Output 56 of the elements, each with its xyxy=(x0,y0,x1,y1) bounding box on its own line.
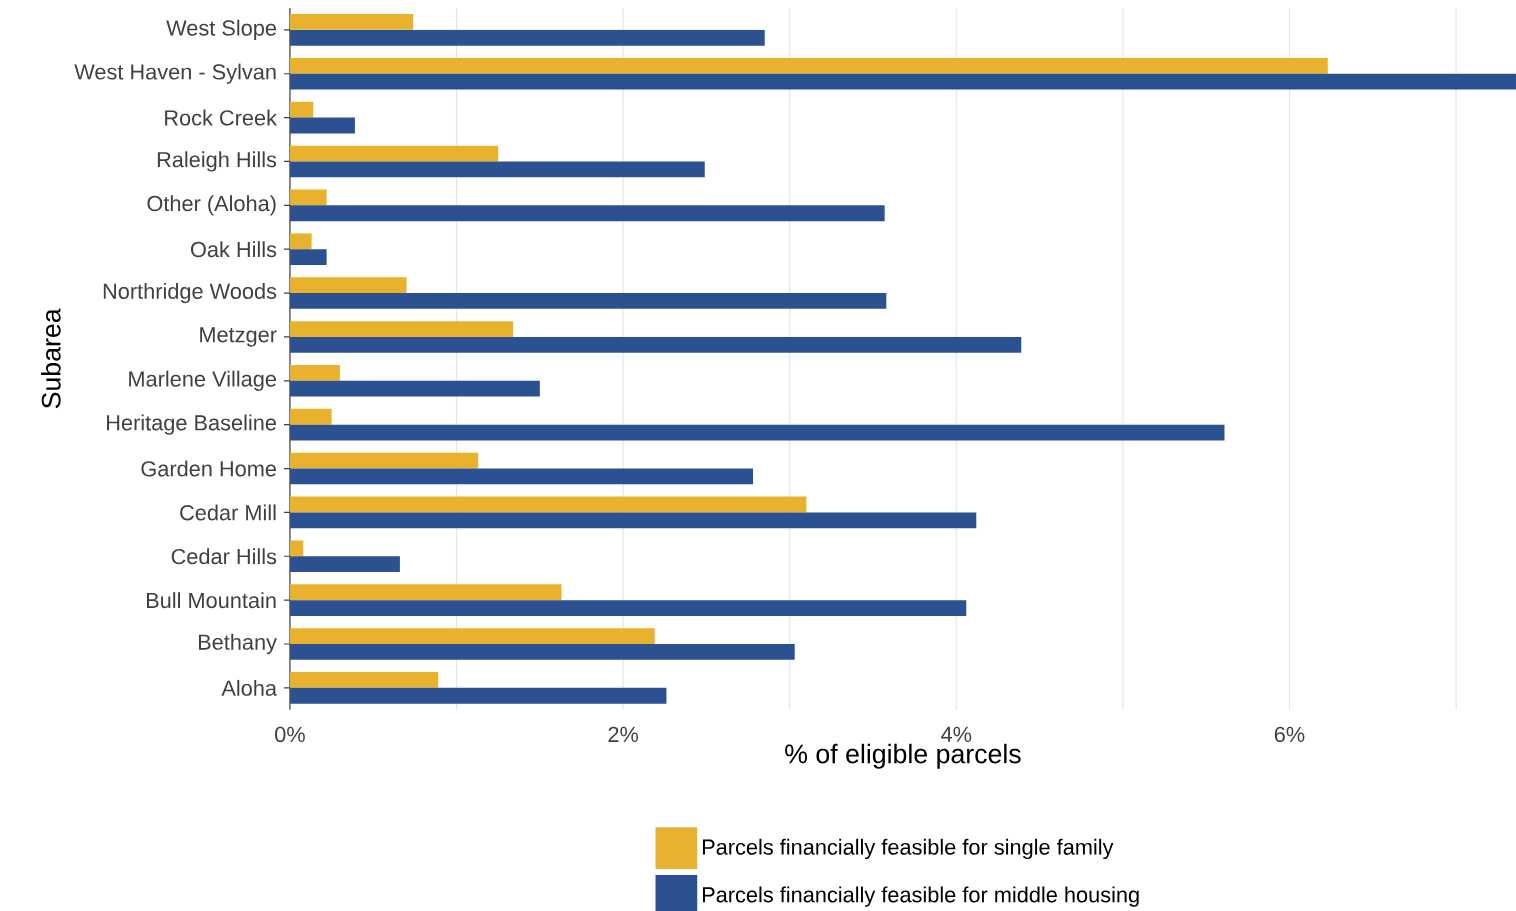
bar xyxy=(289,380,540,397)
bar xyxy=(289,584,562,600)
bar xyxy=(289,292,887,309)
x-tick-label: 6% xyxy=(1274,726,1305,742)
bar xyxy=(289,233,312,250)
bar xyxy=(289,57,1328,74)
bar xyxy=(289,452,479,469)
bar xyxy=(289,628,655,644)
x-tick-label: 4% xyxy=(941,726,972,742)
bar xyxy=(289,687,667,704)
bar xyxy=(289,424,1225,441)
bar xyxy=(289,364,340,381)
y-tick-label: Raleigh Hills xyxy=(157,151,277,172)
y-tick-label: West Slope xyxy=(166,19,277,40)
y-tick-label: Marlene Village xyxy=(129,370,277,391)
bar xyxy=(289,117,355,134)
y-tick-label: Northridge Woods xyxy=(103,282,277,304)
y-tick-label: Other (Aloha) xyxy=(147,195,276,216)
bar xyxy=(289,671,439,688)
bar xyxy=(289,205,885,221)
y-tick-label: Rock Creek xyxy=(165,109,278,126)
bar xyxy=(289,599,967,616)
legend-label: Parcels financially feasible for single family xyxy=(702,838,1114,859)
y-tick-label: Heritage Baseline xyxy=(107,414,276,435)
bar xyxy=(289,468,754,485)
bar xyxy=(289,408,332,425)
bar xyxy=(289,145,499,162)
bar xyxy=(289,101,314,118)
bar xyxy=(289,249,327,265)
y-tick-label: Garden Home xyxy=(141,460,277,477)
bar xyxy=(289,189,327,206)
y-tick-label: Bull Mountain xyxy=(146,592,276,608)
x-tick-label: 0% xyxy=(275,726,305,742)
bar xyxy=(289,320,514,337)
y-tick-label: West Haven - Sylvan xyxy=(74,63,276,84)
bar xyxy=(289,512,977,529)
bar xyxy=(289,13,414,30)
bar xyxy=(289,336,1022,353)
y-tick-label: Cedar Hills xyxy=(171,548,277,565)
bar xyxy=(289,73,1516,90)
y-tick-label: Cedar Mill xyxy=(180,504,276,521)
bar xyxy=(289,277,407,293)
bar xyxy=(289,161,705,178)
legend-label: Parcels financially feasible for middle housing xyxy=(702,886,1139,907)
bar xyxy=(289,556,400,572)
bar xyxy=(289,643,795,660)
bar xyxy=(289,29,765,46)
bar xyxy=(289,540,304,557)
y-tick-label: Metzger xyxy=(200,327,277,347)
y-tick-label: Bethany xyxy=(198,633,277,654)
y-axis-title: Subarea xyxy=(41,308,61,408)
y-tick-label: Aloha xyxy=(221,679,277,696)
y-tick-label: Oak Hills xyxy=(190,241,277,258)
x-axis-title: % of eligible parcels xyxy=(785,743,1021,769)
bar xyxy=(289,496,807,513)
x-tick-label: 2% xyxy=(608,726,639,742)
